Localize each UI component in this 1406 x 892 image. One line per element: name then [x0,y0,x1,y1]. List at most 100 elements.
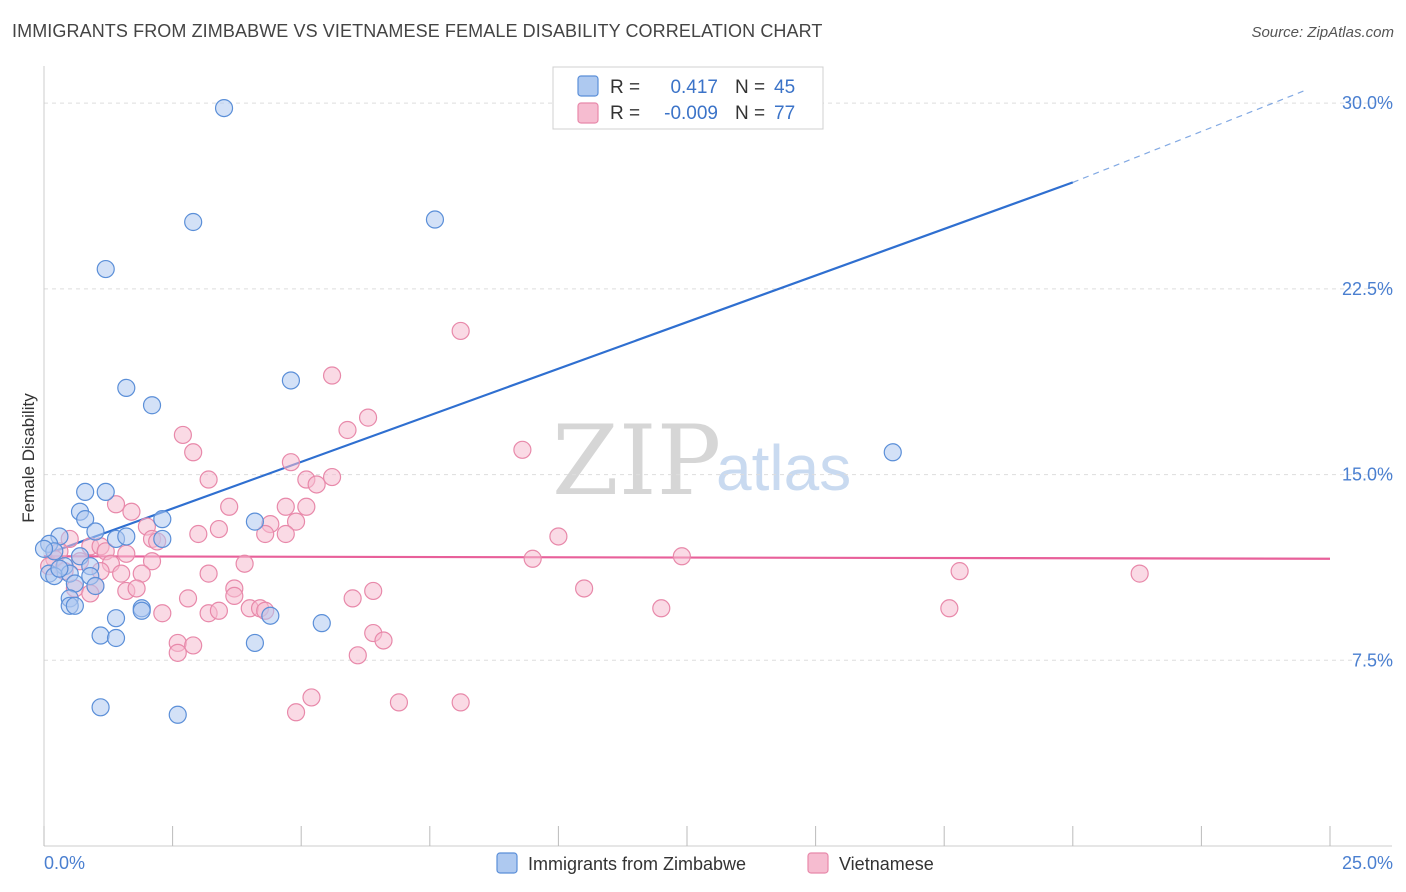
vietnamese-point [286,512,306,531]
axes [43,66,1392,847]
zimbabwe-point [214,98,234,118]
vietnamese-point [122,502,141,521]
zimbabwe-point [132,601,151,620]
vietnamese-point [549,527,568,546]
stats-blue-n-label: N = [735,77,765,98]
zimbabwe-point [76,482,95,502]
vietnamese-point [112,564,131,583]
zimbabwe-point [261,606,280,625]
vietnamese-point [523,549,542,568]
chart-title: IMMIGRANTS FROM ZIMBABWE VS VIETNAMESE F… [12,21,823,41]
zimbabwe-trend-line [53,181,1074,553]
zimbabwe-point [86,522,105,541]
y-tick-label: 15.0% [1342,465,1393,485]
vietnamese-point [575,579,594,598]
vietnamese-point [184,443,203,462]
vietnamese-point [199,470,218,489]
vietnamese-point [256,524,275,544]
vietnamese-point [358,408,378,427]
vietnamese-point [389,693,409,712]
zimbabwe-point [106,628,126,648]
vietnamese-point [338,420,357,440]
vietnamese-point [142,552,162,571]
zimbabwe-point [76,510,95,529]
grid [44,102,1392,661]
x-tick-label: 0.0% [44,853,85,873]
vietnamese-point [322,366,342,385]
vietnamese-point [209,519,228,539]
stats-pink-n-value: 77 [774,103,795,124]
legend-blue-label: Immigrants from Zimbabwe [528,854,746,874]
vietnamese-point [220,497,239,516]
zimbabwe-point [281,371,301,390]
vietnamese-point [297,497,316,516]
vietnamese-point [451,321,470,341]
zimbabwe-point [117,378,136,398]
legend-pink-label: Vietnamese [839,854,934,874]
y-axis-label: Female Disability [19,393,38,523]
data-points [34,98,1149,724]
stats-blue-swatch [577,75,599,97]
zimbabwe-point [883,443,902,462]
vietnamese-point [672,547,691,566]
zimbabwe-trend-extension [1072,90,1305,183]
vietnamese-point [117,544,136,563]
zimbabwe-point [96,259,115,279]
stats-blue-n-value: 45 [774,77,795,98]
vietnamese-point [513,440,532,459]
watermark: ZIP atlas [552,405,851,517]
vietnamese-point [348,646,367,665]
zimbabwe-point [106,609,126,628]
vietnamese-point [302,688,321,707]
zimbabwe-point [86,576,105,596]
vietnamese-point [106,495,126,514]
zimbabwe-point [312,614,331,633]
zimbabwe-point [184,212,203,232]
legend-blue-swatch [496,852,518,874]
x-tick-label: 25.0% [1342,853,1393,873]
zimbabwe-point [50,559,69,578]
zimbabwe-point [65,596,84,615]
vietnamese-point [209,601,228,620]
y-tick-label: 22.5% [1342,279,1393,299]
vietnamese-point [184,636,203,655]
vietnamese-point [127,579,146,598]
vietnamese-point [276,497,295,516]
watermark-atlas: atlas [716,432,851,504]
x-tick-labels: 0.0% 25.0% [44,853,1393,873]
zimbabwe-point [142,396,162,415]
vietnamese-point [168,643,187,662]
vietnamese-point [343,589,362,608]
zimbabwe-point [153,529,172,549]
vietnamese-point [286,703,306,722]
vietnamese-point [307,475,326,494]
zimbabwe-point [96,482,115,502]
legend: Immigrants from Zimbabwe Vietnamese [496,852,934,874]
source-label: Source: ZipAtlas.com [1251,24,1394,41]
vietnamese-point [940,599,959,618]
vietnamese-point [225,586,244,606]
zimbabwe-point [91,626,110,645]
vietnamese-point [153,604,172,623]
watermark-zip: ZIP [552,405,721,517]
vietnamese-point [235,554,254,573]
legend-pink-swatch [807,852,829,874]
vietnamese-point [364,581,383,601]
vietnamese-point [199,564,218,583]
stats-pink-r-label: R = [610,103,640,124]
zimbabwe-point [91,698,110,717]
vietnamese-point [374,631,393,650]
zimbabwe-point [168,705,187,724]
vietnamese-point [276,524,295,544]
stats-pink-n-label: N = [735,103,765,124]
vietnamese-point [1130,564,1149,583]
vietnamese-point [178,589,198,608]
vietnamese-point [652,599,671,618]
y-tick-label: 30.0% [1342,93,1393,113]
vietnamese-point [189,524,208,544]
vietnamese-point [322,467,342,487]
stats-pink-r-value: -0.009 [664,103,718,124]
vietnamese-point [281,453,301,472]
zimbabwe-point [34,539,54,558]
